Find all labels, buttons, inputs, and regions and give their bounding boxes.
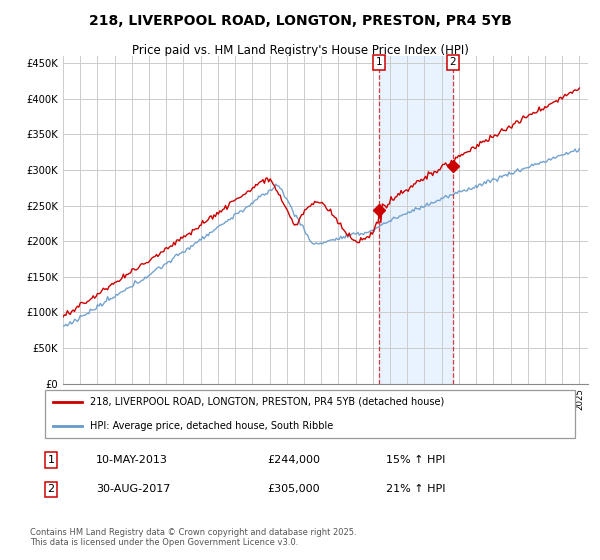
Text: 2: 2 [450,58,457,67]
FancyBboxPatch shape [44,390,575,437]
Text: 10-MAY-2013: 10-MAY-2013 [96,455,167,465]
Text: £244,000: £244,000 [268,455,320,465]
Text: £305,000: £305,000 [268,484,320,494]
Text: 30-AUG-2017: 30-AUG-2017 [96,484,170,494]
Text: HPI: Average price, detached house, South Ribble: HPI: Average price, detached house, Sout… [91,421,334,431]
Text: 218, LIVERPOOL ROAD, LONGTON, PRESTON, PR4 5YB (detached house): 218, LIVERPOOL ROAD, LONGTON, PRESTON, P… [91,397,445,407]
Text: 1: 1 [47,455,55,465]
Text: 21% ↑ HPI: 21% ↑ HPI [386,484,445,494]
Text: 1: 1 [376,58,382,67]
Text: Contains HM Land Registry data © Crown copyright and database right 2025.
This d: Contains HM Land Registry data © Crown c… [30,528,356,548]
Text: 2: 2 [47,484,55,494]
Text: Price paid vs. HM Land Registry's House Price Index (HPI): Price paid vs. HM Land Registry's House … [131,44,469,57]
Text: 15% ↑ HPI: 15% ↑ HPI [386,455,445,465]
Text: 218, LIVERPOOL ROAD, LONGTON, PRESTON, PR4 5YB: 218, LIVERPOOL ROAD, LONGTON, PRESTON, P… [89,14,511,28]
Bar [379,56,453,384]
